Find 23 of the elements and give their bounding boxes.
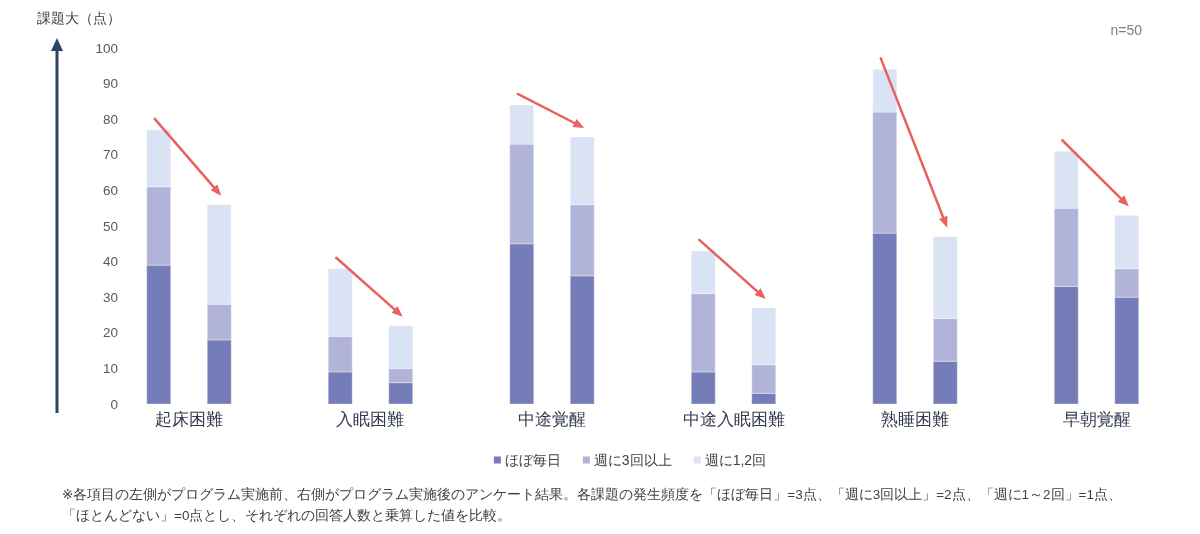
legend-label: 週に3回以上 xyxy=(593,452,672,468)
y-tick-label: 10 xyxy=(102,360,118,376)
x-tick-label: 熟睡困難 xyxy=(881,409,950,429)
y-tick-label: 100 xyxy=(95,40,118,56)
legend-label: ほぼ毎日 xyxy=(504,452,561,468)
y-tick-label: 0 xyxy=(110,396,118,412)
y-tick-label: 40 xyxy=(102,254,118,270)
y-tick-label: 90 xyxy=(102,76,118,92)
y-tick-label: 70 xyxy=(102,147,118,163)
text: ※各項目の左側がプログラム実施前、右側がプログラム実施後のアンケート結果。各課題の発生頻度を「ほぼ毎日」=3点、「週に3回以上」=2点、「週に1～2回」=1点、「ほとんどない」=0点とし、それぞれの回答人数と乗算した値を比較。 xyxy=(62,486,1123,525)
x-tick-label: 早朝覚醒 xyxy=(1062,409,1131,429)
y-tick-label: 80 xyxy=(102,111,118,127)
y-tick-label: 60 xyxy=(102,182,118,198)
x-tick-label: 入眠困難 xyxy=(336,409,405,429)
x-tick-label: 中途覚醒 xyxy=(518,409,586,429)
text: n=50 xyxy=(1110,22,1143,38)
y-axis-title: 課題大（点） xyxy=(37,10,121,26)
y-tick-label: 50 xyxy=(102,218,118,234)
y-tick-label: 20 xyxy=(102,325,118,341)
legend-label: 週に1,2回 xyxy=(704,452,767,468)
x-tick-label: 起床困難 xyxy=(154,409,223,429)
x-tick-label: 中途入眠困難 xyxy=(682,409,785,429)
y-tick-label: 30 xyxy=(102,289,118,305)
